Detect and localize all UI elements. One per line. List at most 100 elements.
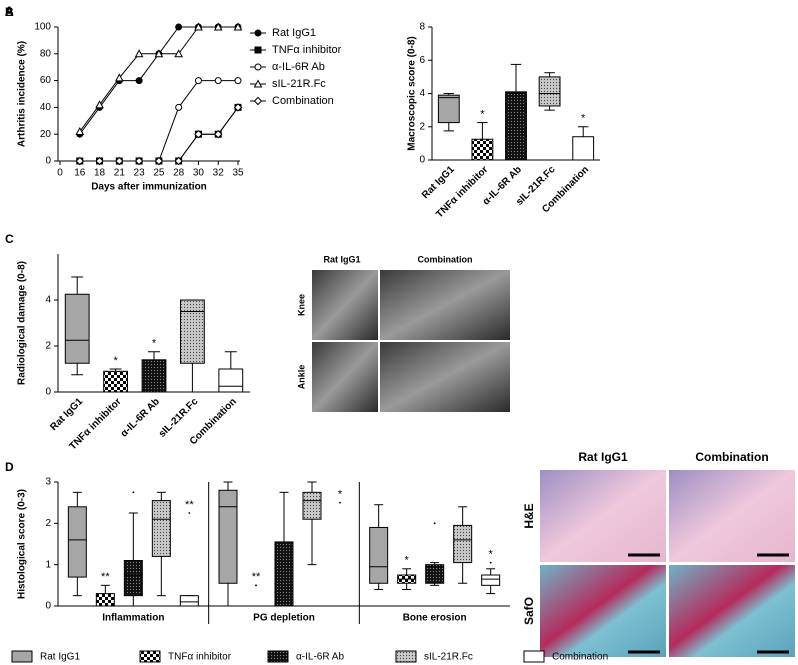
- image-row-label: H&E: [522, 503, 536, 528]
- marker: [134, 49, 144, 58]
- y-tick-label: 0: [419, 155, 425, 166]
- y-tick-label: 4: [45, 295, 51, 306]
- box: [218, 489, 238, 584]
- histology-image: [669, 565, 795, 657]
- legend-swatch: [395, 650, 417, 663]
- y-tick-label: 6: [419, 55, 425, 66]
- x-tick-label: 30: [193, 168, 205, 179]
- box: [64, 293, 90, 364]
- legend-marker: [254, 46, 262, 54]
- legend-swatch: [11, 650, 33, 663]
- x-axis-label: Days after immunization: [91, 182, 207, 193]
- marker: [95, 156, 104, 166]
- box: [67, 506, 87, 578]
- significance: *: [480, 109, 485, 121]
- histology-image: [540, 470, 666, 562]
- y-tick-label: 4: [419, 88, 425, 99]
- marker: [175, 103, 183, 111]
- marker: [134, 156, 144, 166]
- image-row-label: Ankle: [296, 365, 306, 390]
- image-column-label: Combination: [418, 254, 473, 264]
- y-axis-label: Radiological damage (0-8): [17, 261, 28, 385]
- marker: [233, 103, 243, 112]
- y-tick-label: 2: [45, 341, 51, 352]
- legend-label: α-IL-6R Ab: [296, 652, 344, 663]
- x-tick-label: 23: [134, 168, 146, 179]
- marker: [175, 23, 183, 31]
- x-tick-label: 16: [74, 168, 86, 179]
- marker: [174, 49, 184, 58]
- significance: *: [152, 338, 157, 350]
- legend-label: Rat IgG1: [40, 652, 80, 663]
- y-tick-label: 2: [419, 121, 425, 132]
- outlier: [255, 584, 257, 587]
- box: [425, 564, 445, 584]
- outlier: [188, 512, 191, 514]
- y-tick-label: 100: [34, 22, 51, 33]
- x-tick-label: PG depletion: [253, 613, 315, 624]
- box: [274, 541, 294, 607]
- legend-swatch: [523, 650, 545, 663]
- legend-label: TNFα inhibitor: [272, 44, 342, 56]
- panel-letter: A: [5, 5, 14, 19]
- y-tick-label: 0: [45, 387, 51, 398]
- legend-label: Rat IgG1: [272, 27, 316, 39]
- significance: *: [489, 549, 494, 561]
- legend-marker: [253, 79, 263, 88]
- xray-images: [312, 270, 510, 412]
- box: [505, 91, 527, 161]
- x-tick-label: 18: [94, 168, 106, 179]
- box: [95, 593, 115, 607]
- series-line: [79, 26, 238, 132]
- box: [123, 560, 143, 597]
- marker: [194, 77, 202, 85]
- panel-letter: C: [5, 232, 14, 246]
- outlier: [489, 561, 492, 564]
- box: [103, 370, 129, 393]
- marker: [75, 156, 84, 166]
- y-axis-label: Histological score (0-3): [17, 489, 28, 599]
- image-column-label: Rat IgG1: [578, 450, 628, 464]
- box: [437, 94, 460, 124]
- legend-marker: [254, 63, 262, 71]
- marker: [75, 126, 85, 136]
- outlier: [339, 501, 341, 504]
- legend-label: sIL-21R.Fc: [272, 78, 326, 90]
- box: [481, 574, 501, 586]
- panel-letter: D: [5, 460, 14, 474]
- box: [453, 524, 473, 564]
- y-axis-label: Arthritis incidence (%): [17, 41, 28, 147]
- marker: [95, 100, 104, 109]
- box: [179, 299, 205, 364]
- image-row-label: SafO: [522, 597, 536, 625]
- x-tick-label: α-IL-6R Ab: [119, 396, 162, 439]
- legend-swatch: [267, 650, 289, 663]
- legend-label: Combination: [552, 652, 608, 663]
- marker: [213, 22, 223, 31]
- y-axis-label: Macroscopic score (0-8): [407, 36, 418, 151]
- significance: **: [101, 571, 110, 583]
- xray-image: [380, 342, 510, 412]
- marker: [154, 49, 164, 58]
- legend-label: sIL-21R.Fc: [424, 652, 473, 663]
- x-tick-label: 0: [57, 168, 63, 179]
- xray-image: [380, 270, 510, 340]
- y-tick-label: 80: [40, 48, 52, 59]
- marker: [194, 129, 203, 139]
- significance: *: [581, 113, 586, 125]
- box: [471, 138, 494, 161]
- legend-label: TNFα inhibitor: [168, 652, 232, 663]
- y-tick-label: 2: [45, 518, 51, 529]
- marker: [114, 73, 124, 82]
- box: [179, 595, 199, 607]
- x-tick-label: 32: [213, 168, 225, 179]
- image-row-label: Knee: [296, 294, 306, 316]
- outlier: [433, 522, 436, 525]
- image-column-label: Combination: [695, 450, 768, 464]
- marker: [174, 156, 183, 166]
- significance: **: [185, 499, 194, 511]
- marker: [234, 77, 242, 85]
- x-tick-label: Bone erosion: [403, 613, 467, 624]
- xray-image: [312, 270, 378, 340]
